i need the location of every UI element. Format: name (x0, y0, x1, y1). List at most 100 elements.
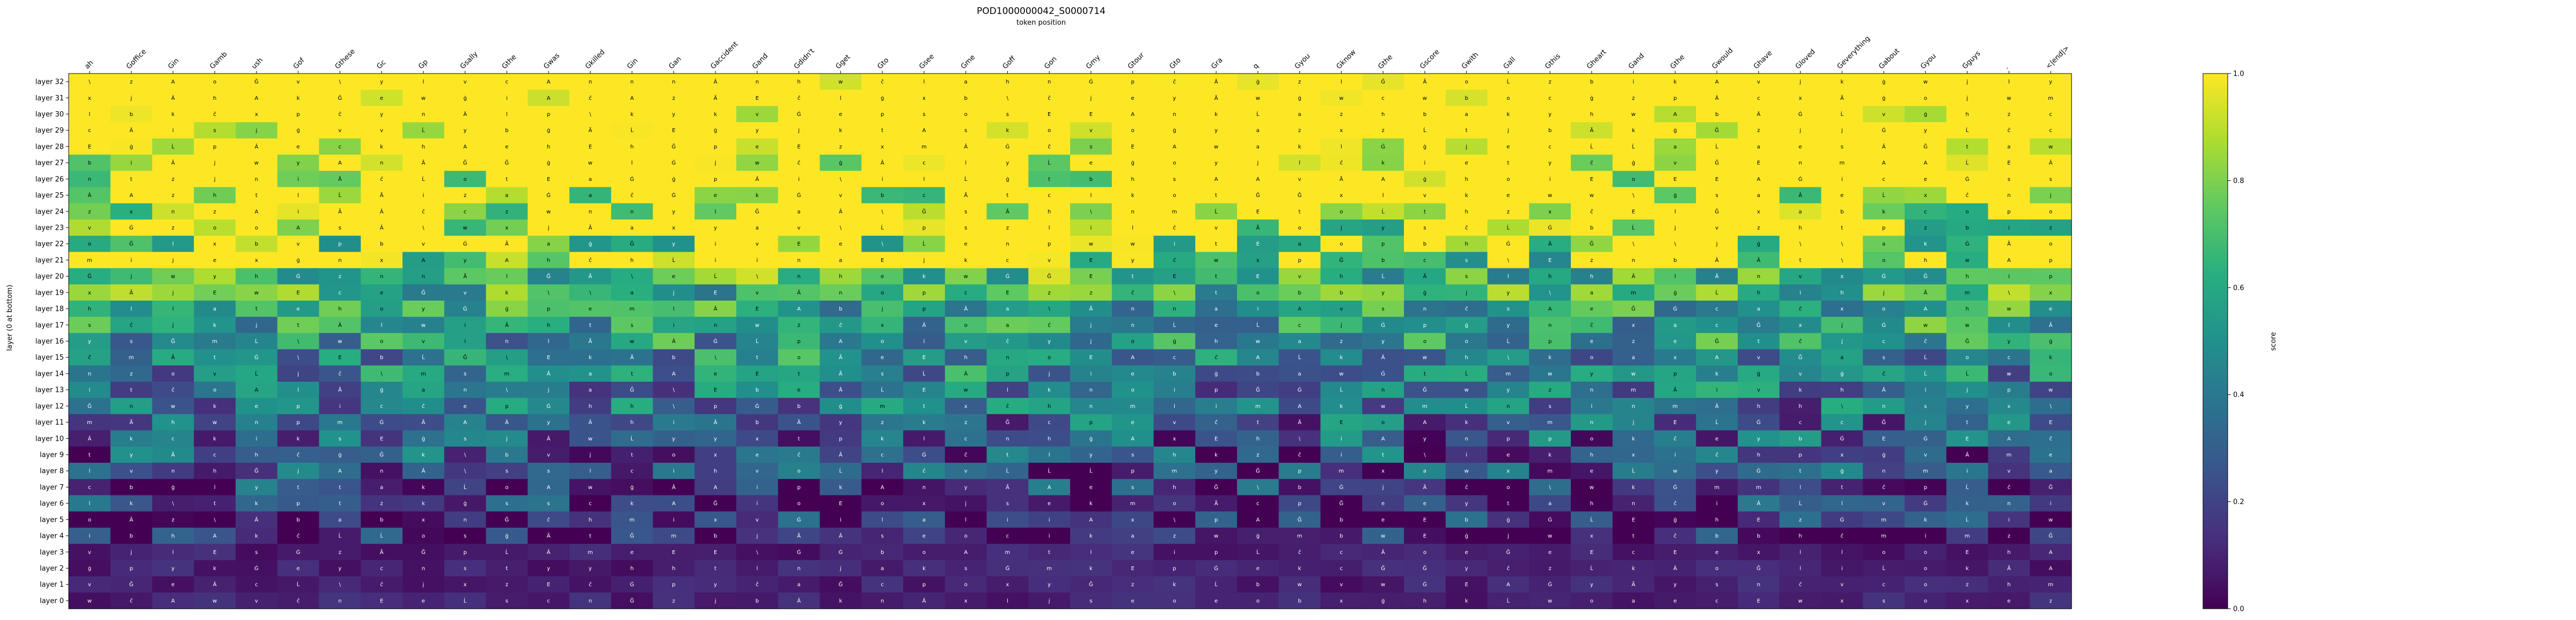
heatmap-cell (444, 122, 487, 139)
cell-glyph: x (464, 582, 467, 588)
heatmap-cell (1237, 138, 1279, 155)
cell-glyph: v (88, 550, 91, 556)
cell-glyph: s (2050, 177, 2052, 183)
heatmap-cell (1278, 106, 1321, 123)
cell-glyph: o (1131, 339, 1135, 345)
cell-glyph: l (172, 242, 174, 247)
cell-glyph: k (881, 436, 884, 442)
x-tick-label: Gget (835, 53, 852, 71)
cell-glyph: z (1632, 339, 1635, 345)
cell-glyph: Ĺ (923, 240, 926, 247)
cell-glyph: t (1215, 193, 1217, 199)
x-tick-label: Ghave (1752, 49, 1774, 71)
heatmap-cell (1738, 171, 1780, 188)
cell-glyph: o (1465, 339, 1468, 345)
cell-glyph: c (380, 566, 383, 572)
cell-glyph: l (89, 112, 90, 118)
cell-glyph: Ğ (1715, 208, 1719, 215)
cell-glyph: ĉ (88, 354, 91, 361)
cell-glyph: v (1214, 225, 1218, 231)
cell-glyph: Ã (129, 419, 133, 426)
cell-glyph: ĉ (380, 176, 383, 183)
cell-glyph: ĉ (631, 192, 634, 199)
cell-glyph: \ (1841, 242, 1843, 247)
cell-glyph: ĉ (839, 322, 843, 329)
cell-glyph: c (1423, 258, 1426, 264)
cell-glyph: \ (840, 177, 842, 183)
cell-glyph: Ã (1423, 78, 1426, 85)
heatmap-cell (1404, 155, 1446, 171)
heatmap-cell (528, 171, 570, 188)
cell-glyph: w (1631, 371, 1636, 377)
cell-glyph: s (1382, 307, 1385, 312)
cell-glyph: E (756, 96, 759, 101)
cell-glyph: Â (1882, 386, 1886, 393)
cell-glyph: e (1465, 550, 1468, 556)
heatmap-cell (1362, 155, 1404, 171)
cell-glyph: z (1549, 79, 1552, 85)
cell-glyph: h (547, 144, 550, 150)
cell-glyph: z (172, 177, 174, 183)
cell-glyph: n (839, 290, 842, 296)
cell-glyph: e (1131, 550, 1135, 556)
cell-glyph: y (213, 274, 216, 280)
cell-glyph: l (840, 96, 841, 101)
cell-glyph: t (1299, 209, 1301, 215)
cell-glyph: j (1507, 534, 1509, 539)
cell-glyph: h (171, 534, 174, 539)
cell-glyph: \ (881, 209, 883, 215)
heatmap-cell (319, 106, 361, 123)
cell-glyph: i (172, 128, 174, 134)
heatmap-cell (1111, 171, 1154, 188)
heatmap-cell (1278, 74, 1321, 90)
x-tick-label: Gp (417, 58, 430, 71)
cell-glyph: k (1340, 355, 1343, 361)
cell-glyph: Ĺ (1173, 322, 1176, 329)
cell-glyph: j (1966, 79, 1968, 85)
x-tick-label: Gthe (1377, 53, 1394, 71)
cell-glyph: y (964, 485, 968, 491)
cell-glyph: j (422, 582, 424, 588)
heatmap-cell (1278, 122, 1321, 139)
heatmap-cell (361, 171, 403, 188)
heatmap-cell (1028, 74, 1071, 90)
heatmap-cell (611, 187, 654, 204)
heatmap-cell (486, 187, 528, 204)
cell-glyph: z (172, 225, 174, 231)
cell-glyph: l (1382, 193, 1384, 199)
cell-glyph: o (1590, 355, 1593, 361)
cell-glyph: ĉ (1048, 95, 1051, 101)
cell-glyph: Ĺ (1507, 338, 1510, 345)
cell-glyph: h (1757, 452, 1760, 458)
heatmap-cell (1905, 155, 1947, 171)
cell-glyph: Ã (1214, 78, 1218, 85)
cell-glyph: i (1341, 452, 1342, 458)
cell-glyph: a (1298, 339, 1301, 345)
cell-glyph: p (1006, 371, 1009, 377)
cell-glyph: z (380, 501, 383, 507)
cell-glyph: s (1507, 307, 1510, 312)
cell-glyph: k (297, 96, 300, 101)
cell-glyph: t (1507, 501, 1509, 507)
cell-glyph: v (2007, 469, 2010, 475)
cell-glyph: A (338, 161, 342, 166)
heatmap-cell (152, 252, 194, 269)
heatmap-cell (861, 252, 904, 269)
heatmap-cell (1320, 74, 1363, 90)
cell-glyph: l (1299, 161, 1300, 166)
heatmap-cell (402, 138, 445, 155)
cell-glyph: c (1882, 339, 1885, 345)
cell-glyph: ĉ (756, 581, 759, 588)
cell-glyph: a (1298, 371, 1301, 377)
cell-glyph: y (1590, 582, 1593, 588)
cell-glyph: b (129, 112, 133, 118)
cell-glyph: Â (755, 176, 759, 183)
heatmap-cell (1195, 219, 1238, 236)
cell-glyph: n (1757, 582, 1760, 588)
cell-glyph: y (714, 582, 717, 588)
cell-glyph: ġ (1256, 79, 1260, 85)
heatmap-cell (110, 187, 153, 204)
cell-glyph: h (964, 355, 967, 361)
heatmap-cell (694, 155, 737, 171)
heatmap-cell (1946, 155, 1989, 171)
